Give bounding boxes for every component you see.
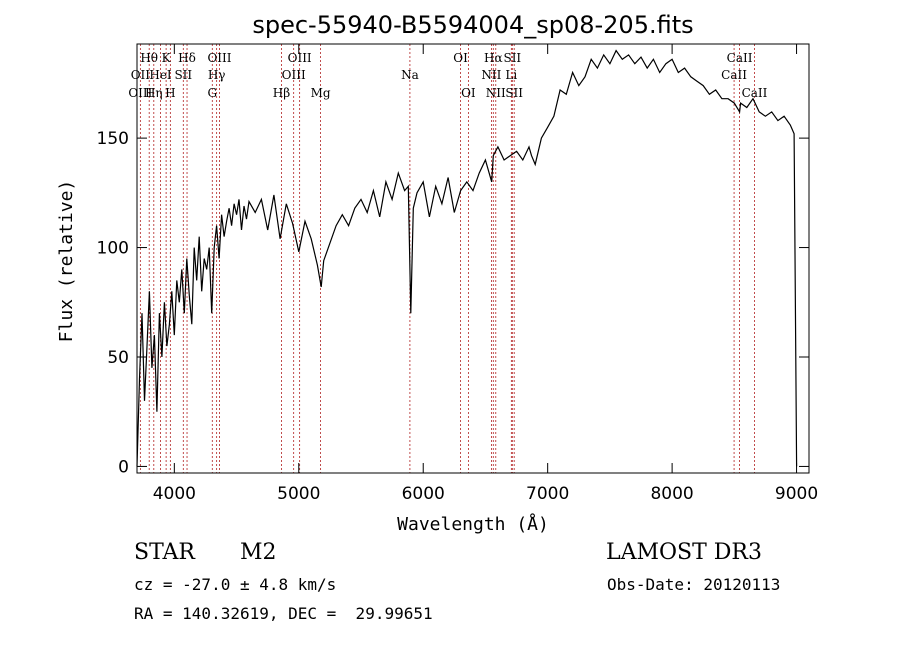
line-marker-label: CaII <box>742 86 768 100</box>
y-tick-label: 50 <box>107 348 129 368</box>
line-marker-label: Li <box>505 68 517 82</box>
object-subclass: M2 <box>240 540 277 565</box>
line-marker-label: NII <box>481 68 501 82</box>
axis-ticks: 4000 5000 6000 7000 8000 9000 0 50 100 150 <box>97 44 818 504</box>
line-marker-label: OIII <box>282 68 306 82</box>
x-tick-label: 5000 <box>277 484 320 504</box>
object-class: STAR <box>134 540 195 565</box>
line-marker-label: OIII <box>288 51 312 65</box>
x-tick-label: 6000 <box>402 484 445 504</box>
line-marker-label: Hδ <box>178 51 196 65</box>
line-marker-label: Hα <box>484 51 503 65</box>
chart-title: spec-55940-B5594004_sp08-205.fits <box>252 11 693 39</box>
line-marker-label: Na <box>401 68 419 82</box>
x-tick-label: 7000 <box>526 484 569 504</box>
line-marker-label: G <box>207 86 217 100</box>
line-marker-label: SII <box>174 68 192 82</box>
spectrum-series-line <box>136 49 798 467</box>
line-marker-label: SII <box>503 51 521 65</box>
line-marker-label: OIII <box>128 86 152 100</box>
line-marker-label: Hη <box>145 86 163 100</box>
line-marker-label: OIII <box>207 51 231 65</box>
line-marker-label: OII <box>131 68 151 82</box>
line-marker-label: Mg <box>311 86 331 100</box>
x-tick-label: 8000 <box>650 484 693 504</box>
line-marker-label: K <box>162 51 172 65</box>
x-tick-label: 9000 <box>775 484 818 504</box>
x-tick-label: 4000 <box>153 484 196 504</box>
line-marker-label: OI <box>461 86 476 100</box>
survey-name: LAMOST DR3 <box>606 540 762 565</box>
line-marker-label: NII <box>486 86 506 100</box>
y-tick-label: 100 <box>97 239 129 259</box>
plot-frame <box>136 43 810 474</box>
line-marker-label: Hγ <box>208 68 226 82</box>
line-marker-label: H <box>165 86 175 100</box>
x-axis-label: Wavelength (Å) <box>397 513 549 535</box>
y-tick-label: 0 <box>118 457 129 477</box>
y-axis-label: Flux (relative) <box>56 180 77 343</box>
line-marker-label: SII <box>505 86 523 100</box>
emission-line-labels: Hθ OII OIII K HeI Hη SII H Hδ OIII Hγ G OIII OIII Hβ Mg… <box>128 51 767 100</box>
emission-line-markers <box>139 44 755 473</box>
radec-text: RA = 140.32619, DEC = 29.99651 <box>134 604 433 623</box>
line-marker-label: CaII <box>727 51 753 65</box>
redshift-text: cz = -27.0 ± 4.8 km/s <box>134 575 337 594</box>
y-tick-label: 150 <box>97 129 129 149</box>
obs-date-text: Obs-Date: 20120113 <box>607 575 781 594</box>
line-marker-label: Hθ <box>140 51 158 65</box>
line-marker-label: Hβ <box>273 86 290 100</box>
line-marker-label: CaII <box>721 68 747 82</box>
line-marker-label: OI <box>453 51 468 65</box>
line-marker-label: HeI <box>149 68 172 82</box>
